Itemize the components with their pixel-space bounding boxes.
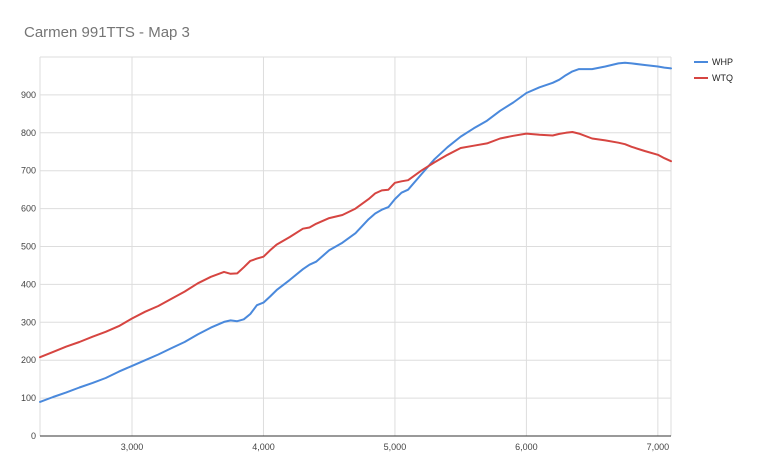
y-tick-label: 100: [21, 393, 36, 403]
series-line-wtq[interactable]: [39, 131, 672, 359]
grid-lines: [39, 56, 672, 436]
y-tick-label: 400: [21, 279, 36, 289]
y-tick-label: 700: [21, 166, 36, 176]
legend-label-wtq: WTQ: [712, 73, 733, 83]
legend[interactable]: WHP WTQ: [694, 57, 733, 83]
x-tick-label: 3,000: [121, 442, 144, 452]
x-tick-label: 6,000: [515, 442, 538, 452]
y-tick-label: 600: [21, 204, 36, 214]
y-tick-label: 500: [21, 242, 36, 252]
series-line-whp[interactable]: [39, 61, 672, 403]
y-tick-label: 200: [21, 355, 36, 365]
series-lines: [39, 61, 672, 403]
x-tick-label: 7,000: [647, 442, 670, 452]
y-tick-label: 300: [21, 317, 36, 327]
legend-label-whp: WHP: [712, 57, 733, 67]
y-tick-label: 900: [21, 90, 36, 100]
axes: 0 100 200 300 400 500 600 700 800 900 3,000 4,000 5,…: [21, 90, 671, 452]
x-tick-label: 4,000: [252, 442, 275, 452]
y-tick-label: 800: [21, 128, 36, 138]
chart-title: Carmen 991TTS - Map 3: [24, 24, 190, 41]
y-tick-label: 0: [31, 431, 36, 441]
x-tick-label: 5,000: [384, 442, 407, 452]
